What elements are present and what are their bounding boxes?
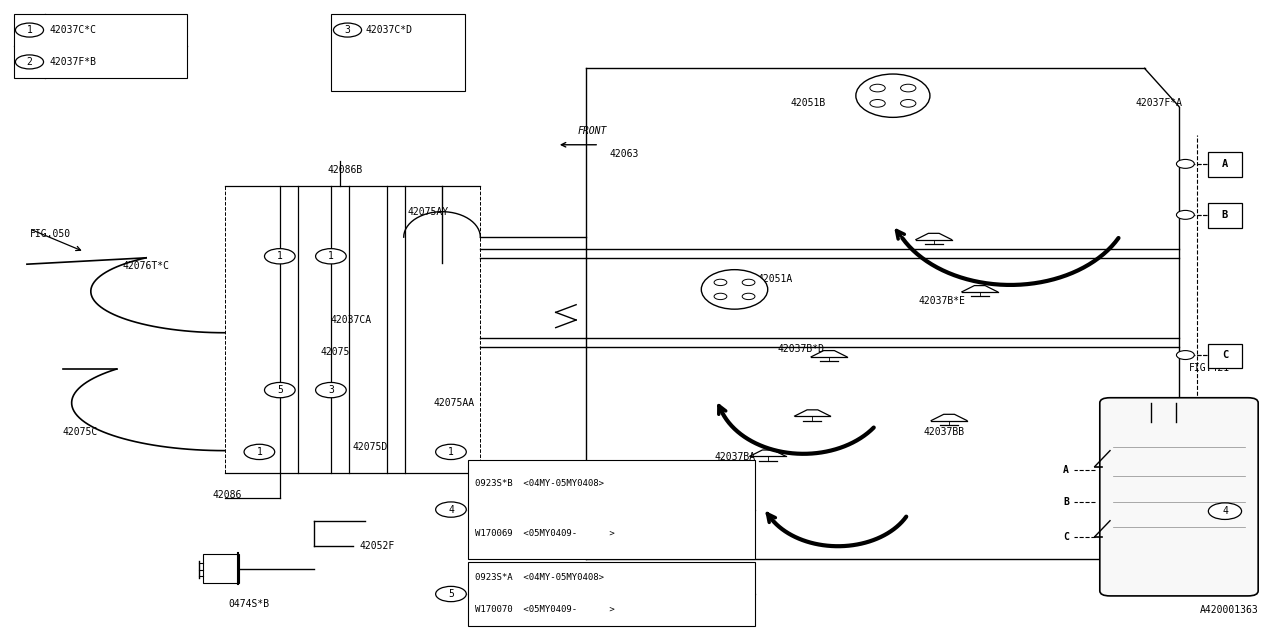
Circle shape: [435, 502, 466, 517]
Circle shape: [265, 248, 296, 264]
Ellipse shape: [856, 74, 931, 117]
Text: 42075D: 42075D: [352, 442, 388, 452]
Bar: [1208, 344, 1242, 368]
Bar: [14, 14, 187, 78]
Text: 4: 4: [448, 504, 454, 515]
Text: 0474S*B: 0474S*B: [229, 598, 270, 609]
Text: 42037F*B: 42037F*B: [50, 57, 97, 67]
Text: 4: 4: [1222, 506, 1228, 516]
Text: 42076T*C: 42076T*C: [123, 261, 170, 271]
Text: 42037F*A: 42037F*A: [1135, 99, 1183, 108]
Text: C: C: [1222, 350, 1228, 360]
Text: 42051B: 42051B: [791, 99, 826, 108]
Text: 1: 1: [328, 252, 334, 261]
Text: 1: 1: [276, 252, 283, 261]
Text: 3: 3: [344, 25, 351, 35]
Text: 42086B: 42086B: [328, 165, 362, 175]
Text: 5: 5: [276, 385, 283, 395]
Circle shape: [15, 23, 44, 37]
Text: 42052F: 42052F: [358, 541, 394, 551]
Text: 42051A: 42051A: [758, 273, 792, 284]
Circle shape: [435, 586, 466, 602]
Text: B: B: [1222, 210, 1228, 220]
Bar: [1208, 204, 1242, 228]
Text: 5: 5: [448, 589, 454, 599]
Text: 42086: 42086: [212, 490, 242, 500]
Circle shape: [316, 383, 346, 397]
Text: 2: 2: [27, 57, 32, 67]
Text: 3: 3: [328, 385, 334, 395]
Text: 1: 1: [448, 447, 454, 457]
Text: 42037BB: 42037BB: [924, 426, 965, 436]
Text: C: C: [1064, 532, 1069, 541]
Text: 42037B*E: 42037B*E: [919, 296, 965, 306]
Text: 42037B*D: 42037B*D: [778, 344, 824, 354]
Bar: [467, 562, 755, 626]
Text: 42063: 42063: [609, 149, 639, 159]
Bar: [204, 554, 239, 582]
Text: FIG.421: FIG.421: [1189, 363, 1230, 372]
Circle shape: [15, 55, 44, 69]
Text: A: A: [1222, 159, 1228, 169]
Circle shape: [1176, 351, 1194, 360]
Text: W170069  <05MY0409-      >: W170069 <05MY0409- >: [475, 529, 614, 538]
Text: 42075C: 42075C: [63, 426, 99, 436]
Text: A: A: [1064, 465, 1069, 475]
Bar: [1208, 152, 1242, 177]
Circle shape: [334, 23, 361, 37]
Circle shape: [1176, 159, 1194, 168]
Text: 0923S*A  <04MY-05MY0408>: 0923S*A <04MY-05MY0408>: [475, 573, 604, 582]
Circle shape: [1208, 503, 1242, 520]
Text: FIG.050: FIG.050: [29, 229, 70, 239]
FancyBboxPatch shape: [1100, 397, 1258, 596]
Bar: [332, 14, 465, 91]
Bar: [467, 460, 755, 559]
Text: B: B: [1064, 497, 1069, 507]
Text: A420001363: A420001363: [1199, 605, 1258, 615]
Text: 42037BA: 42037BA: [714, 452, 755, 462]
Text: 0923S*B  <04MY-05MY0408>: 0923S*B <04MY-05MY0408>: [475, 479, 604, 488]
Text: 1: 1: [27, 25, 32, 35]
Text: 42075AA: 42075AA: [433, 398, 474, 408]
Text: 42075AY: 42075AY: [407, 207, 449, 217]
Text: 42037CA: 42037CA: [332, 315, 372, 325]
Text: 42075: 42075: [321, 347, 349, 357]
Circle shape: [244, 444, 275, 460]
Text: FRONT: FRONT: [579, 127, 608, 136]
Ellipse shape: [701, 269, 768, 309]
Circle shape: [265, 383, 296, 397]
Circle shape: [316, 248, 346, 264]
Text: 42037C*D: 42037C*D: [365, 25, 412, 35]
Circle shape: [1176, 211, 1194, 220]
Text: 1: 1: [256, 447, 262, 457]
Circle shape: [435, 444, 466, 460]
Text: 42037C*C: 42037C*C: [50, 25, 97, 35]
Text: W170070  <05MY0409-      >: W170070 <05MY0409- >: [475, 605, 614, 614]
